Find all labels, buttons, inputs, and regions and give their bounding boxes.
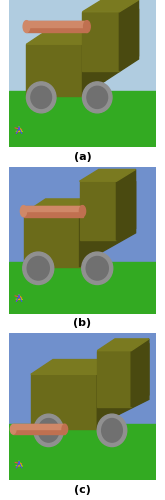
Bar (23, 206, 82, 211)
Polygon shape (26, 44, 82, 96)
Bar (13, 424, 65, 429)
Ellipse shape (10, 424, 16, 434)
Polygon shape (97, 339, 149, 350)
Ellipse shape (26, 82, 56, 113)
Polygon shape (119, 344, 149, 414)
Ellipse shape (62, 424, 68, 434)
Polygon shape (31, 360, 119, 374)
Polygon shape (26, 30, 105, 44)
Polygon shape (131, 339, 149, 406)
Polygon shape (102, 181, 136, 252)
Bar (26, 20, 87, 32)
Polygon shape (116, 170, 136, 240)
Ellipse shape (23, 20, 30, 32)
Polygon shape (97, 360, 119, 429)
Polygon shape (82, 30, 105, 96)
Bar (23, 206, 82, 216)
Ellipse shape (20, 206, 27, 216)
Polygon shape (23, 214, 80, 267)
Ellipse shape (87, 86, 108, 108)
Ellipse shape (86, 256, 108, 280)
Polygon shape (105, 9, 139, 81)
Ellipse shape (38, 418, 59, 442)
Polygon shape (80, 170, 136, 181)
Ellipse shape (79, 206, 86, 216)
Polygon shape (23, 199, 102, 214)
Polygon shape (82, 0, 139, 12)
Polygon shape (31, 374, 97, 429)
Ellipse shape (34, 414, 63, 446)
Ellipse shape (82, 82, 112, 113)
Polygon shape (119, 0, 139, 71)
Text: (a): (a) (74, 152, 91, 162)
Ellipse shape (23, 252, 54, 284)
Ellipse shape (82, 252, 113, 284)
Polygon shape (9, 262, 156, 314)
Polygon shape (97, 350, 131, 406)
Polygon shape (80, 181, 116, 240)
Text: (c): (c) (74, 485, 91, 495)
Polygon shape (9, 424, 156, 480)
Ellipse shape (102, 418, 122, 442)
Polygon shape (9, 92, 156, 148)
Bar (26, 20, 87, 26)
Polygon shape (80, 199, 102, 267)
Ellipse shape (31, 86, 51, 108)
Ellipse shape (84, 20, 90, 32)
Bar (13, 424, 65, 434)
Ellipse shape (97, 414, 127, 446)
Text: (b): (b) (73, 318, 92, 328)
Ellipse shape (27, 256, 49, 280)
Polygon shape (82, 12, 119, 71)
